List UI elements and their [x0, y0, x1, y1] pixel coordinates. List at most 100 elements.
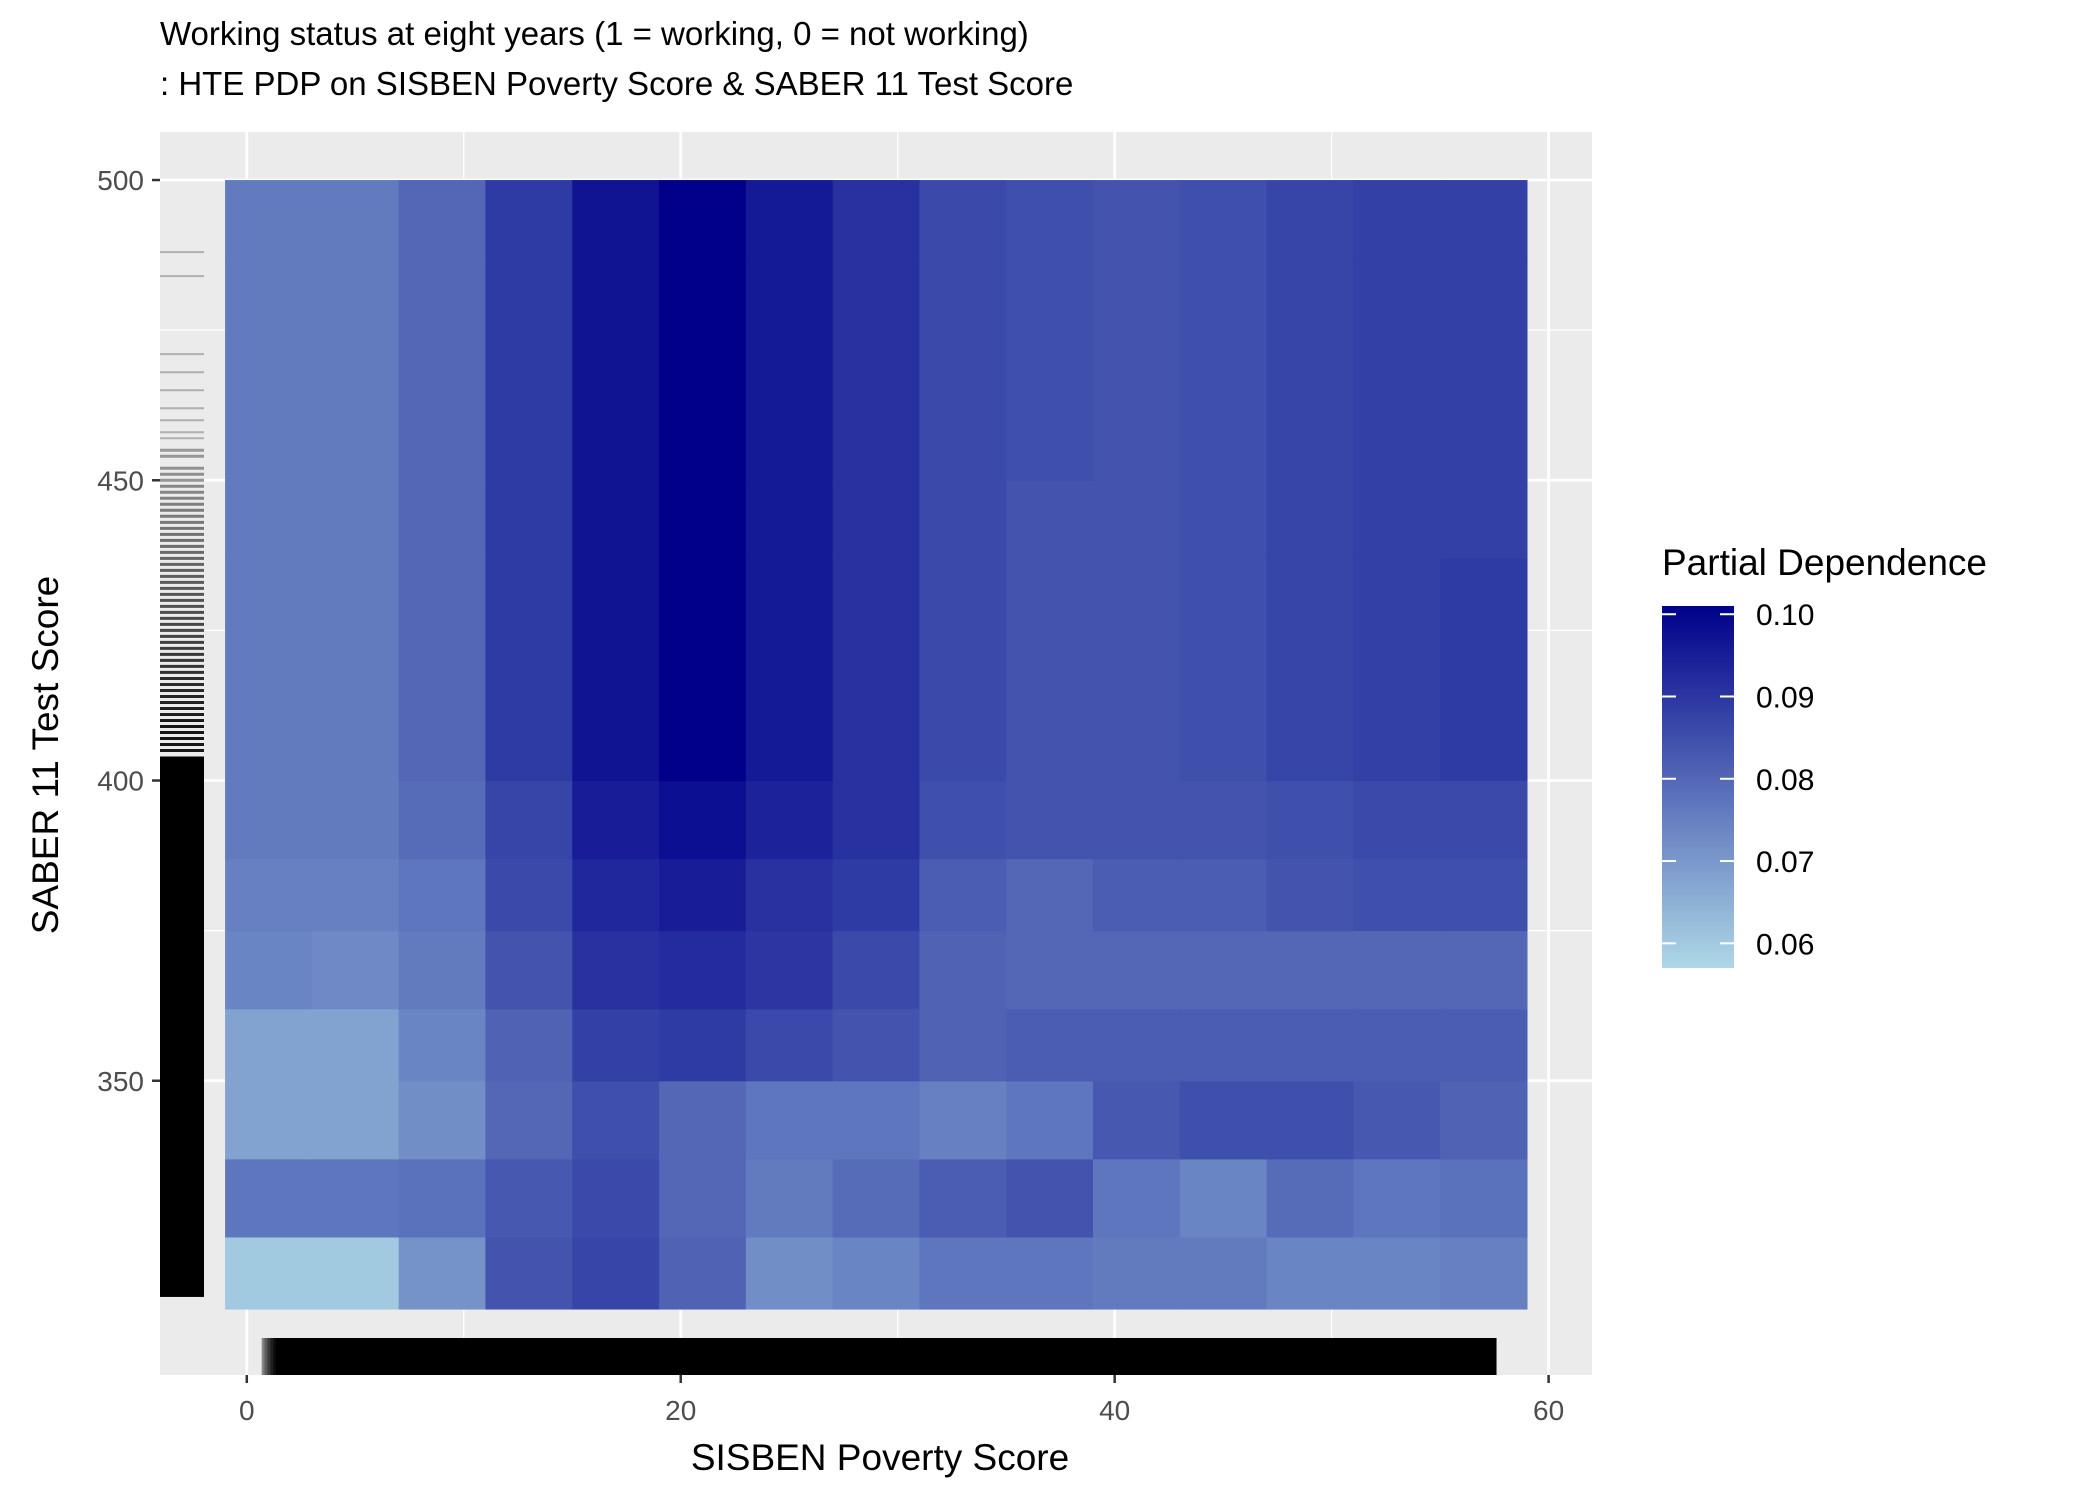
heatmap-tile [225, 1158, 313, 1238]
heatmap-tile [1266, 1158, 1354, 1238]
heatmap-tile [1179, 180, 1268, 259]
heatmap-tile [659, 858, 747, 932]
heatmap-tile [485, 480, 573, 559]
heatmap-tile [1006, 1158, 1094, 1238]
heatmap-tile [659, 780, 747, 860]
heatmap-tile [572, 258, 660, 481]
heatmap-tile [1353, 1158, 1441, 1238]
heatmap-tile [485, 180, 573, 259]
heatmap-tile [1440, 780, 1528, 860]
heatmap-tile [659, 180, 747, 259]
heatmap-tile [1353, 930, 1441, 1010]
heatmap-tile [1266, 258, 1354, 481]
heatmap-tile [311, 1236, 400, 1310]
heatmap-tile [572, 180, 660, 259]
x-tick-label: 40 [1099, 1395, 1130, 1426]
heatmap-tile [485, 558, 573, 782]
heatmap-tile [485, 1008, 573, 1082]
heatmap-tile [1353, 558, 1441, 782]
heatmap-tile [659, 558, 747, 782]
heatmap-tile [485, 930, 573, 1010]
heatmap-tile [745, 258, 834, 481]
heatmap-tile [1179, 780, 1268, 860]
heatmap-tile [659, 930, 747, 1010]
heatmap-tile [572, 780, 660, 860]
heatmap-tile [659, 480, 747, 559]
heatmap-tile [485, 780, 573, 860]
heatmap-tile [1092, 558, 1181, 782]
heatmap-tile [1006, 258, 1094, 481]
legend-tick-label: 0.06 [1756, 928, 1814, 961]
heatmap-tile [311, 780, 400, 860]
y-tick-label: 350 [97, 1066, 144, 1097]
heatmap-tile [1353, 258, 1441, 481]
heatmap-tile [745, 480, 834, 559]
heatmap-tile [919, 858, 1007, 932]
heatmap-tile [1266, 180, 1354, 259]
heatmap-tile [659, 258, 747, 481]
heatmap-tile [1092, 1008, 1181, 1082]
heatmap-tile [225, 258, 313, 481]
heatmap-tile [572, 1158, 660, 1238]
heatmap-tile [1266, 480, 1354, 559]
heatmap-tile [311, 558, 400, 782]
heatmap-tile [398, 1158, 487, 1238]
heatmap-tile [919, 480, 1007, 559]
chart-subtitle: : HTE PDP on SISBEN Poverty Score & SABE… [160, 65, 1073, 102]
heatmap-tile [398, 558, 487, 782]
heatmap-tile [398, 1236, 487, 1310]
heatmap-tile [1266, 780, 1354, 860]
heatmap-tile [225, 180, 313, 259]
heatmap-tile [1092, 480, 1181, 559]
heatmap-tile [1092, 1080, 1181, 1160]
heatmap-tile [832, 180, 920, 259]
heatmap-tile [1266, 858, 1354, 932]
x-tick-label: 60 [1533, 1395, 1564, 1426]
heatmap-tile [1179, 1158, 1268, 1238]
heatmap-tile [1440, 1158, 1528, 1238]
heatmap-tile [398, 180, 487, 259]
heatmap-tile [832, 1080, 920, 1160]
legend-tick-label: 0.10 [1756, 599, 1814, 632]
heatmap-tile [1006, 480, 1094, 559]
heatmap-tile [398, 1008, 487, 1082]
heatmap-tile [919, 1236, 1007, 1310]
heatmap-tile [1353, 1080, 1441, 1160]
heatmap-tile [1179, 258, 1268, 481]
heatmap-tile [832, 1008, 920, 1082]
heatmap-tile [919, 558, 1007, 782]
heatmap-tile [572, 558, 660, 782]
heatmap-tile [745, 1236, 834, 1310]
heatmap-tile [745, 858, 834, 932]
legend-tick-label: 0.08 [1756, 764, 1814, 797]
heatmap-tile [1006, 1008, 1094, 1082]
heatmap-tile [1440, 258, 1528, 481]
heatmap-tile [1266, 1080, 1354, 1160]
heatmap-tile [572, 1008, 660, 1082]
heatmap-tile [1353, 180, 1441, 259]
heatmap-tile [572, 480, 660, 559]
heatmap-tile [1006, 1236, 1094, 1310]
heatmap-tile [1179, 1008, 1268, 1082]
heatmap-tile [1353, 780, 1441, 860]
heatmap-tile [311, 180, 400, 259]
legend: Partial Dependence 0.06 0.07 0.08 0.09 0.10 [1662, 542, 1987, 968]
heatmap-tile [1179, 1080, 1268, 1160]
heatmap-tile [1266, 558, 1354, 782]
heatmap-tile [572, 930, 660, 1010]
axes: 0 20 40 60 350 400 450 500 [97, 165, 1564, 1426]
heatmap-tile [1440, 558, 1528, 782]
heatmap-tile [919, 180, 1007, 259]
heatmap-tile [659, 1158, 747, 1238]
heatmap-tile [1092, 1158, 1181, 1238]
heatmap-tile [1440, 930, 1528, 1010]
heatmap-tile [1353, 1236, 1441, 1310]
heatmap-tile [919, 1158, 1007, 1238]
heatmap-tile [485, 1080, 573, 1160]
heatmap-tile [1092, 858, 1181, 932]
heatmap-tile [745, 1080, 834, 1160]
heatmap-tile [311, 1080, 400, 1160]
heatmap-tile [311, 480, 400, 559]
heatmap-tile [1440, 180, 1528, 259]
